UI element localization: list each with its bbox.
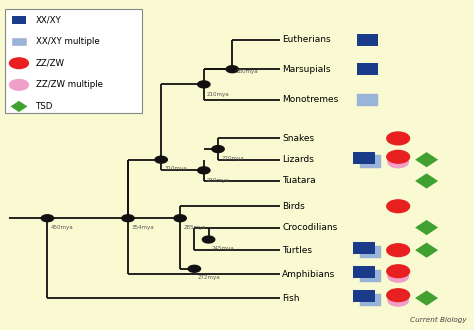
Polygon shape — [415, 243, 438, 258]
Circle shape — [387, 265, 410, 278]
Circle shape — [174, 215, 186, 222]
Text: TSD: TSD — [36, 102, 53, 111]
Circle shape — [387, 244, 410, 256]
Text: 230mya: 230mya — [207, 178, 230, 183]
Text: XX/XY: XX/XY — [36, 16, 61, 24]
Bar — [356, 34, 378, 46]
Text: Amphibians: Amphibians — [282, 270, 335, 279]
Text: Current Biology: Current Biology — [410, 317, 467, 323]
Text: 272mya: 272mya — [198, 276, 220, 280]
Circle shape — [9, 58, 28, 69]
Text: Birds: Birds — [282, 202, 305, 211]
Polygon shape — [415, 290, 438, 306]
Bar — [354, 152, 375, 164]
Text: Marsupials: Marsupials — [282, 65, 330, 74]
Circle shape — [212, 146, 224, 152]
Bar — [354, 242, 375, 254]
Text: Monotremes: Monotremes — [282, 95, 338, 104]
Text: 310mya: 310mya — [165, 166, 188, 171]
Polygon shape — [415, 173, 438, 188]
Circle shape — [388, 271, 409, 282]
Polygon shape — [415, 152, 438, 167]
Bar — [360, 270, 381, 282]
Circle shape — [122, 215, 134, 222]
Text: ZZ/ZW multiple: ZZ/ZW multiple — [36, 80, 102, 89]
Text: XX/XY multiple: XX/XY multiple — [36, 37, 99, 46]
Bar — [356, 63, 378, 75]
Text: 285mya: 285mya — [183, 225, 206, 230]
Circle shape — [388, 156, 409, 168]
Text: Eutherians: Eutherians — [282, 35, 331, 45]
Bar — [12, 38, 26, 45]
Circle shape — [387, 200, 410, 213]
Bar — [12, 16, 26, 24]
Circle shape — [198, 167, 210, 174]
Bar — [360, 246, 381, 258]
Bar — [354, 290, 375, 302]
Circle shape — [188, 265, 201, 272]
Text: 220mya: 220mya — [221, 156, 244, 161]
Text: Fish: Fish — [282, 294, 300, 303]
Bar — [5, 9, 142, 113]
Text: 354mya: 354mya — [131, 225, 154, 230]
Text: Turtles: Turtles — [282, 246, 312, 255]
Text: 210mya: 210mya — [207, 92, 230, 97]
Text: Tuatara: Tuatara — [282, 177, 316, 185]
Text: 450mya: 450mya — [51, 225, 73, 230]
Polygon shape — [10, 101, 27, 112]
Circle shape — [387, 150, 410, 163]
Circle shape — [387, 289, 410, 302]
Polygon shape — [415, 220, 438, 235]
Text: Lizards: Lizards — [282, 155, 314, 164]
Circle shape — [155, 156, 167, 163]
Circle shape — [41, 215, 54, 222]
Circle shape — [9, 80, 28, 90]
Circle shape — [387, 132, 410, 145]
Text: Snakes: Snakes — [282, 134, 314, 143]
Bar — [360, 294, 381, 306]
Circle shape — [226, 66, 238, 73]
Bar — [356, 94, 378, 106]
Text: 180mya: 180mya — [236, 69, 258, 74]
Circle shape — [388, 295, 409, 306]
Circle shape — [198, 81, 210, 88]
Text: Crocodilians: Crocodilians — [282, 223, 337, 232]
Bar — [354, 266, 375, 279]
Bar — [360, 155, 381, 168]
Text: ZZ/ZW: ZZ/ZW — [36, 59, 64, 68]
Circle shape — [202, 236, 215, 243]
Text: 245mya: 245mya — [212, 246, 235, 251]
